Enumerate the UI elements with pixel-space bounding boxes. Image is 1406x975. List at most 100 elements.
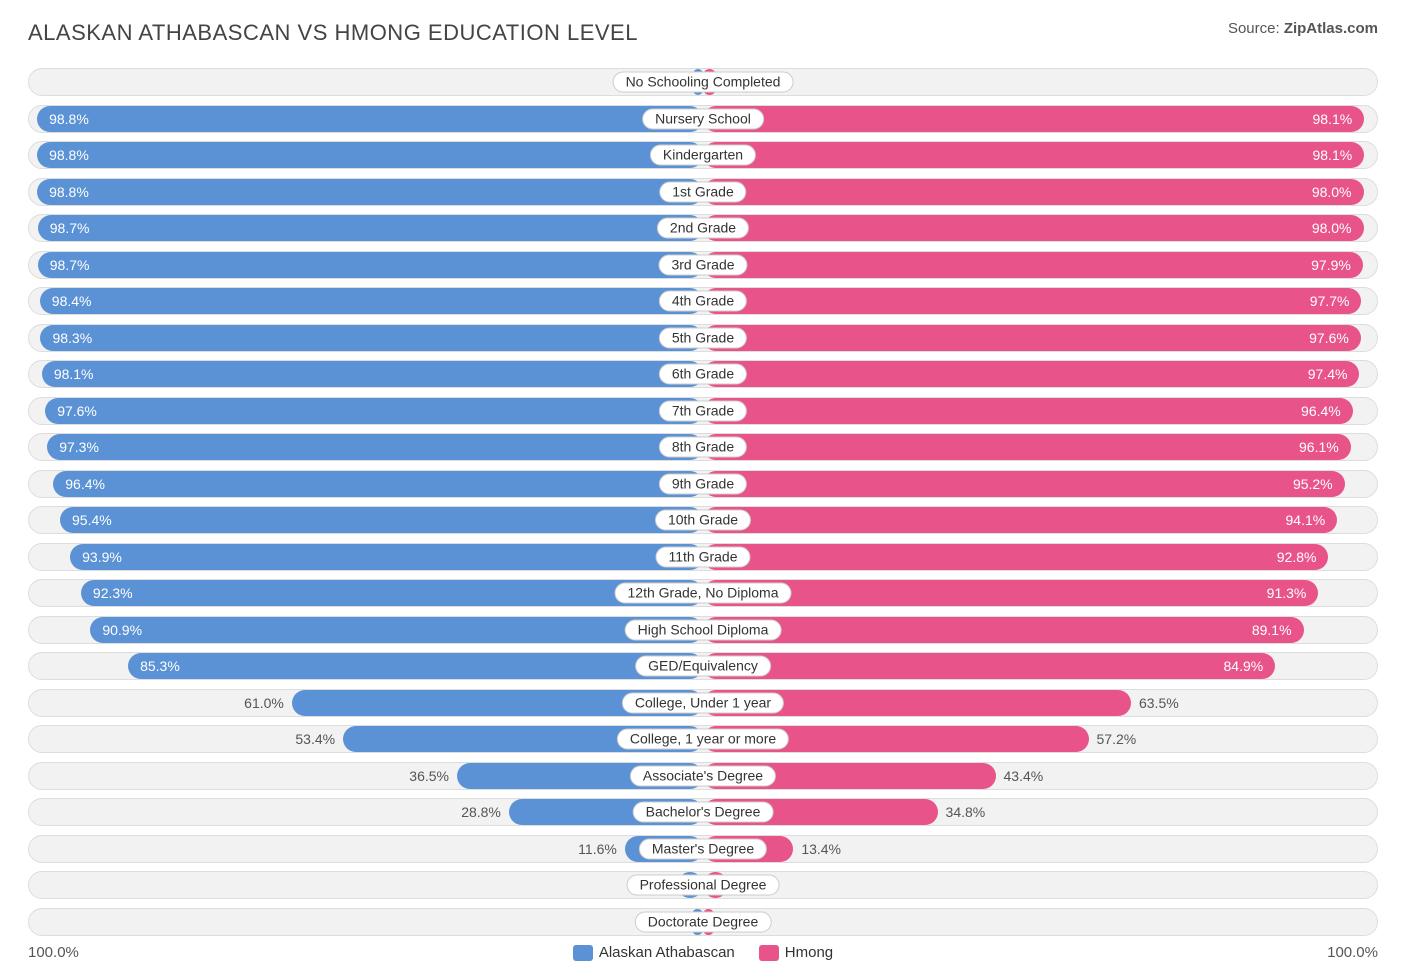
chart-row: 61.0%63.5%College, Under 1 year: [28, 689, 1378, 717]
value-left: 92.3%: [93, 585, 133, 601]
bar-right: 97.6%: [703, 325, 1361, 351]
value-right: 92.8%: [1277, 549, 1317, 565]
value-left: 98.1%: [54, 366, 94, 382]
chart-title: ALASKAN ATHABASCAN VS HMONG EDUCATION LE…: [28, 20, 638, 46]
value-right: 98.0%: [1312, 184, 1352, 200]
bar-left: 98.8%: [37, 179, 703, 205]
value-right: 97.7%: [1310, 293, 1350, 309]
category-label: College, 1 year or more: [617, 729, 789, 750]
bar-left: 95.4%: [60, 507, 703, 533]
chart-row: 11.6%13.4%Master's Degree: [28, 835, 1378, 863]
category-label: 8th Grade: [659, 437, 747, 458]
value-left: 96.4%: [65, 476, 105, 492]
bar-left: 97.6%: [45, 398, 703, 424]
category-label: Doctorate Degree: [635, 911, 772, 932]
bar-left: 98.7%: [38, 252, 703, 278]
source-label: Source:: [1228, 20, 1284, 37]
value-right: 34.8%: [946, 804, 986, 820]
chart-row: 85.3%84.9%GED/Equivalency: [28, 652, 1378, 680]
chart-row: 98.7%98.0%2nd Grade: [28, 214, 1378, 242]
value-left: 28.8%: [461, 804, 501, 820]
bar-left: 93.9%: [70, 544, 703, 570]
value-right: 97.4%: [1308, 366, 1348, 382]
bar-left: 92.3%: [81, 580, 703, 606]
value-right: 94.1%: [1286, 512, 1326, 528]
value-right: 98.1%: [1312, 111, 1352, 127]
chart-row: 98.3% 97.6% 5th Grade: [28, 324, 1378, 352]
category-label: Professional Degree: [627, 875, 780, 896]
value-right: 43.4%: [1004, 768, 1044, 784]
chart-row: 90.9% 89.1% High School Diploma: [28, 616, 1378, 644]
source-name: ZipAtlas.com: [1284, 20, 1378, 37]
chart-row: 98.8% 98.1% Nursery School: [28, 105, 1378, 133]
chart-row: 93.9%92.8%11th Grade: [28, 543, 1378, 571]
value-left: 11.6%: [578, 841, 617, 857]
value-right: 91.3%: [1267, 585, 1307, 601]
category-label: 10th Grade: [655, 510, 751, 531]
bar-right: 92.8%: [703, 544, 1328, 570]
bar-right: 96.1%: [703, 434, 1351, 460]
value-left: 36.5%: [409, 768, 449, 784]
value-right: 95.2%: [1293, 476, 1333, 492]
chart-row: 97.3% 96.1% 8th Grade: [28, 433, 1378, 461]
bar-right: 97.9%: [703, 252, 1363, 278]
bar-right: 96.4%: [703, 398, 1353, 424]
value-right: 98.1%: [1312, 147, 1352, 163]
value-left: 93.9%: [82, 549, 122, 565]
chart-row: 1.7%1.6%Doctorate Degree: [28, 908, 1378, 936]
value-right: 98.0%: [1312, 220, 1352, 236]
category-label: College, Under 1 year: [622, 692, 784, 713]
category-label: No Schooling Completed: [613, 72, 794, 93]
bar-right: 95.2%: [703, 471, 1345, 497]
chart-footer: 100.0% Alaskan Athabascan Hmong 100.0%: [28, 944, 1378, 961]
bar-left: 90.9%: [90, 617, 703, 643]
category-label: 4th Grade: [659, 291, 747, 312]
chart-row: 53.4%57.2%College, 1 year or more: [28, 725, 1378, 753]
bar-left: 97.3%: [47, 434, 703, 460]
value-left: 98.8%: [49, 111, 89, 127]
value-left: 98.3%: [52, 330, 92, 346]
category-label: 12th Grade, No Diploma: [615, 583, 792, 604]
legend-swatch-left: [573, 945, 593, 961]
category-label: Nursery School: [642, 108, 764, 129]
value-right: 96.1%: [1299, 439, 1339, 455]
value-right: 96.4%: [1301, 403, 1341, 419]
legend-item-left: Alaskan Athabascan: [573, 944, 735, 961]
value-left: 97.6%: [57, 403, 97, 419]
category-label: 5th Grade: [659, 327, 747, 348]
chart-row: 36.5% 43.4% Associate's Degree: [28, 762, 1378, 790]
bar-right: 98.0%: [703, 215, 1364, 241]
chart-row: 92.3% 91.3% 12th Grade, No Diploma: [28, 579, 1378, 607]
bar-right: 91.3%: [703, 580, 1318, 606]
bar-left: 96.4%: [53, 471, 703, 497]
value-left: 61.0%: [244, 695, 284, 711]
bar-right: 94.1%: [703, 507, 1337, 533]
value-right: 89.1%: [1252, 622, 1292, 638]
bar-right: 98.0%: [703, 179, 1364, 205]
legend-swatch-right: [759, 945, 779, 961]
value-left: 97.3%: [59, 439, 99, 455]
category-label: 9th Grade: [659, 473, 747, 494]
chart-row: 96.4% 95.2% 9th Grade: [28, 470, 1378, 498]
category-label: 7th Grade: [659, 400, 747, 421]
chart-row: 98.4% 97.7% 4th Grade: [28, 287, 1378, 315]
value-left: 98.4%: [52, 293, 92, 309]
category-label: High School Diploma: [625, 619, 782, 640]
bar-left: 98.3%: [40, 325, 703, 351]
category-label: 1st Grade: [659, 181, 746, 202]
bar-right: 97.4%: [703, 361, 1359, 387]
chart-row: 98.8%98.1%Kindergarten: [28, 141, 1378, 169]
category-label: Associate's Degree: [630, 765, 776, 786]
value-right: 97.9%: [1311, 257, 1351, 273]
category-label: GED/Equivalency: [635, 656, 771, 677]
chart-row: 1.5%1.9%No Schooling Completed: [28, 68, 1378, 96]
chart-row: 28.8%34.8%Bachelor's Degree: [28, 798, 1378, 826]
legend-item-right: Hmong: [759, 944, 833, 961]
chart-header: ALASKAN ATHABASCAN VS HMONG EDUCATION LE…: [28, 20, 1378, 46]
value-right: 57.2%: [1097, 731, 1137, 747]
bar-right: 98.1%: [703, 142, 1364, 168]
chart-row: 98.7%97.9%3rd Grade: [28, 251, 1378, 279]
category-label: Kindergarten: [650, 145, 756, 166]
bar-left: 98.8%: [37, 106, 703, 132]
value-right: 97.6%: [1309, 330, 1349, 346]
